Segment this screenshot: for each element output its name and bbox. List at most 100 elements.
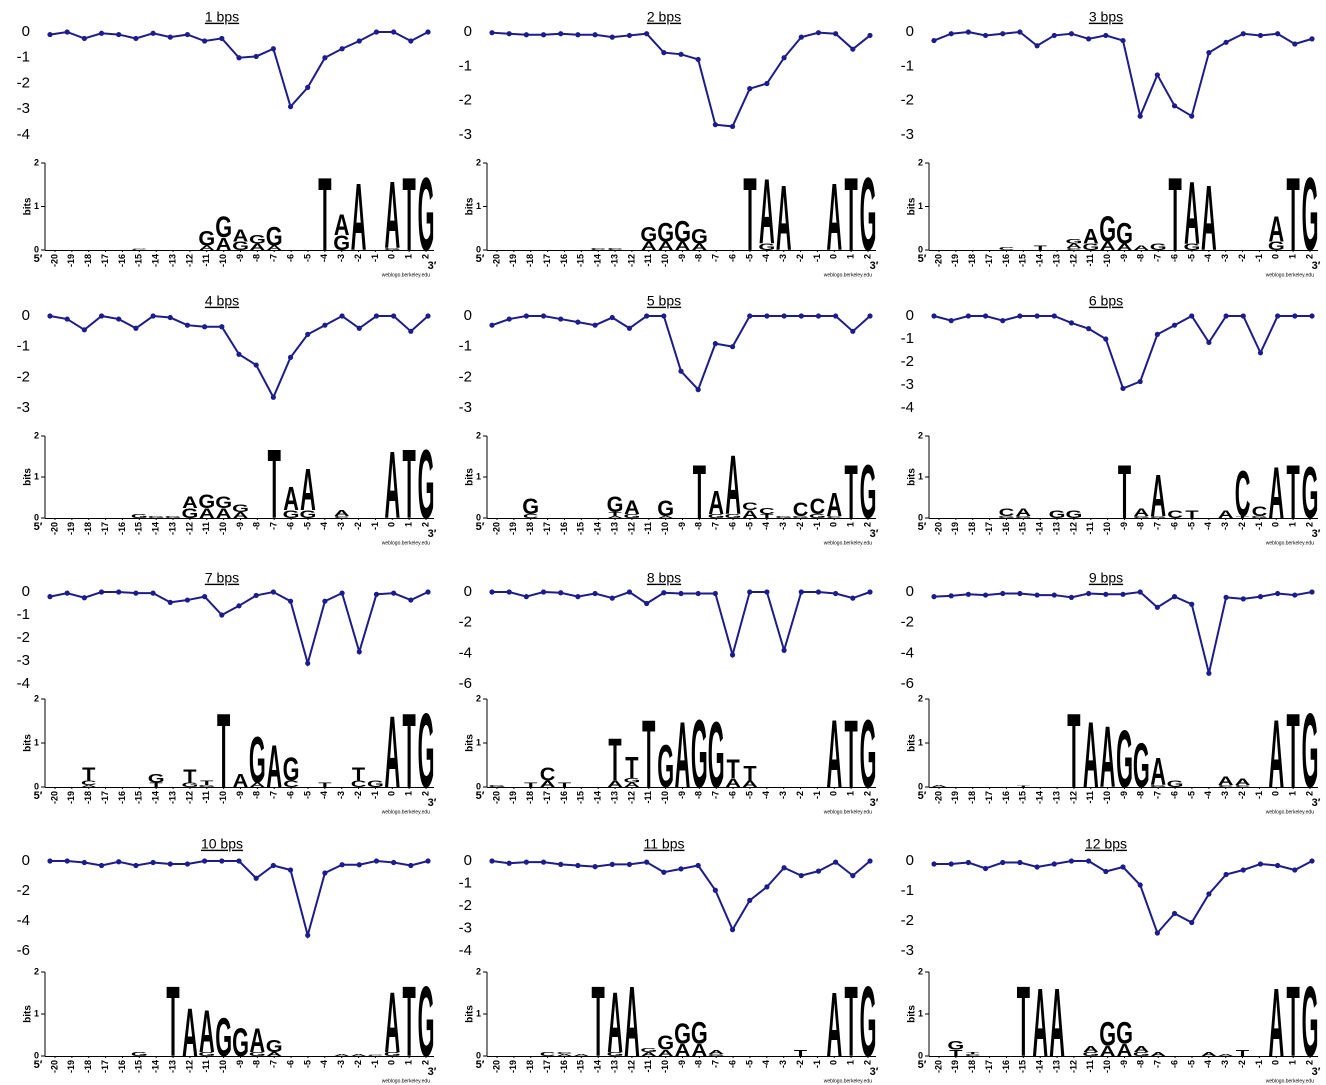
point	[1171, 594, 1178, 600]
x-tick-label: -3	[778, 791, 788, 799]
logo-letter: A	[1100, 239, 1116, 253]
y-tick-label: -4	[901, 399, 914, 416]
x-tick-label: -8	[252, 254, 262, 262]
point	[253, 362, 259, 368]
x-tick-label: -16	[1001, 254, 1011, 267]
point	[322, 870, 328, 876]
point	[712, 887, 718, 893]
logo-letter: T	[1236, 1049, 1249, 1058]
start-label: 5′	[918, 521, 927, 533]
y-tick-label: -3	[17, 652, 30, 669]
y-tick-label: -1	[17, 338, 30, 355]
x-tick-label: 2	[1304, 1060, 1314, 1065]
point	[322, 598, 328, 604]
point	[202, 594, 208, 600]
logo-letter: A	[266, 1051, 282, 1057]
y-tick-label: -1	[459, 874, 472, 891]
point	[867, 32, 873, 39]
x-tick-label: -10	[1102, 522, 1112, 535]
point	[867, 858, 873, 864]
x-tick-label: -16	[559, 791, 569, 804]
logo-letter: A	[1134, 245, 1150, 251]
point	[305, 331, 311, 337]
x-tick-label: -11	[1085, 522, 1095, 535]
x-tick-label: -6	[1169, 1060, 1179, 1068]
point	[558, 316, 564, 322]
x-tick-label: -6	[727, 522, 737, 530]
x-tick-label: -10	[660, 522, 670, 535]
point	[202, 858, 208, 864]
point	[729, 344, 736, 350]
x-tick-label: 0	[829, 254, 839, 259]
x-tick-label: -7	[1153, 254, 1163, 262]
x-tick-label: -18	[967, 522, 977, 535]
x-tick-label: -7	[269, 522, 279, 530]
x-tick-label: -3	[1220, 254, 1230, 262]
x-tick-label: 1	[404, 254, 414, 259]
x-tick-label: -18	[525, 791, 535, 804]
line	[50, 859, 429, 940]
point	[833, 590, 839, 597]
point	[1189, 113, 1195, 119]
point	[764, 313, 770, 319]
x-tick-label: -5	[302, 254, 312, 262]
logo-letter: C	[334, 516, 350, 519]
x-tick-label: -18	[525, 254, 535, 267]
logo-letter: T	[1118, 450, 1131, 534]
point	[626, 32, 633, 39]
point	[695, 387, 701, 393]
x-tick-label: -16	[117, 254, 127, 267]
y-tick-label: 0	[22, 852, 30, 869]
x-tick-label: -9	[235, 522, 245, 530]
point	[202, 324, 208, 330]
logo-letter: T	[642, 700, 655, 808]
line	[492, 590, 871, 659]
start-label: 5′	[918, 1059, 927, 1071]
point	[695, 862, 701, 869]
point	[116, 31, 122, 38]
start-label: 5′	[918, 253, 927, 265]
point	[506, 860, 512, 866]
x-tick-label: -4	[1203, 522, 1213, 530]
x-tick-label: -16	[117, 522, 127, 535]
y-tick-label: -1	[901, 882, 914, 899]
start-label: 5′	[476, 521, 485, 533]
x-tick-label: -16	[559, 254, 569, 267]
point	[1171, 322, 1178, 328]
point	[747, 897, 753, 903]
logo-letter: G	[232, 239, 249, 253]
point	[712, 341, 718, 347]
point	[1240, 867, 1246, 873]
y-axis-label: bits	[465, 197, 476, 215]
point	[1189, 919, 1195, 926]
logo-letter: C	[999, 506, 1015, 519]
point	[965, 591, 971, 597]
y-tick-label: 2	[918, 157, 923, 167]
y-tick-label: -1	[459, 338, 472, 355]
logo-letter: A	[675, 1041, 691, 1060]
point	[506, 589, 512, 595]
point	[81, 327, 87, 333]
logo-letter: A	[692, 242, 708, 252]
logo-letter: T	[1287, 450, 1300, 534]
x-tick-label: -8	[252, 1060, 262, 1068]
x-tick-label: -20	[49, 1060, 59, 1073]
point	[661, 869, 667, 875]
x-tick-label: -13	[609, 522, 619, 535]
x-tick-label: -8	[1136, 522, 1146, 530]
x-tick-label: -12	[626, 254, 636, 267]
x-tick-label: -7	[711, 254, 721, 262]
x-tick-label: -10	[660, 254, 670, 267]
logo-letter: A	[1117, 1041, 1133, 1060]
logo-letter: T	[1067, 693, 1080, 811]
y-tick-label: 0	[906, 23, 914, 40]
credit: weblogo.berkeley.edu	[1266, 540, 1314, 546]
y-tick-label: 0	[464, 583, 472, 600]
logo-letter: T	[743, 156, 756, 272]
x-tick-label: -17	[542, 254, 552, 267]
logo-letter: G	[1133, 731, 1150, 802]
y-tick-label: -3	[901, 126, 914, 143]
start-label: 5′	[34, 790, 43, 802]
y-tick-label: 0	[918, 781, 923, 791]
point	[270, 589, 276, 595]
